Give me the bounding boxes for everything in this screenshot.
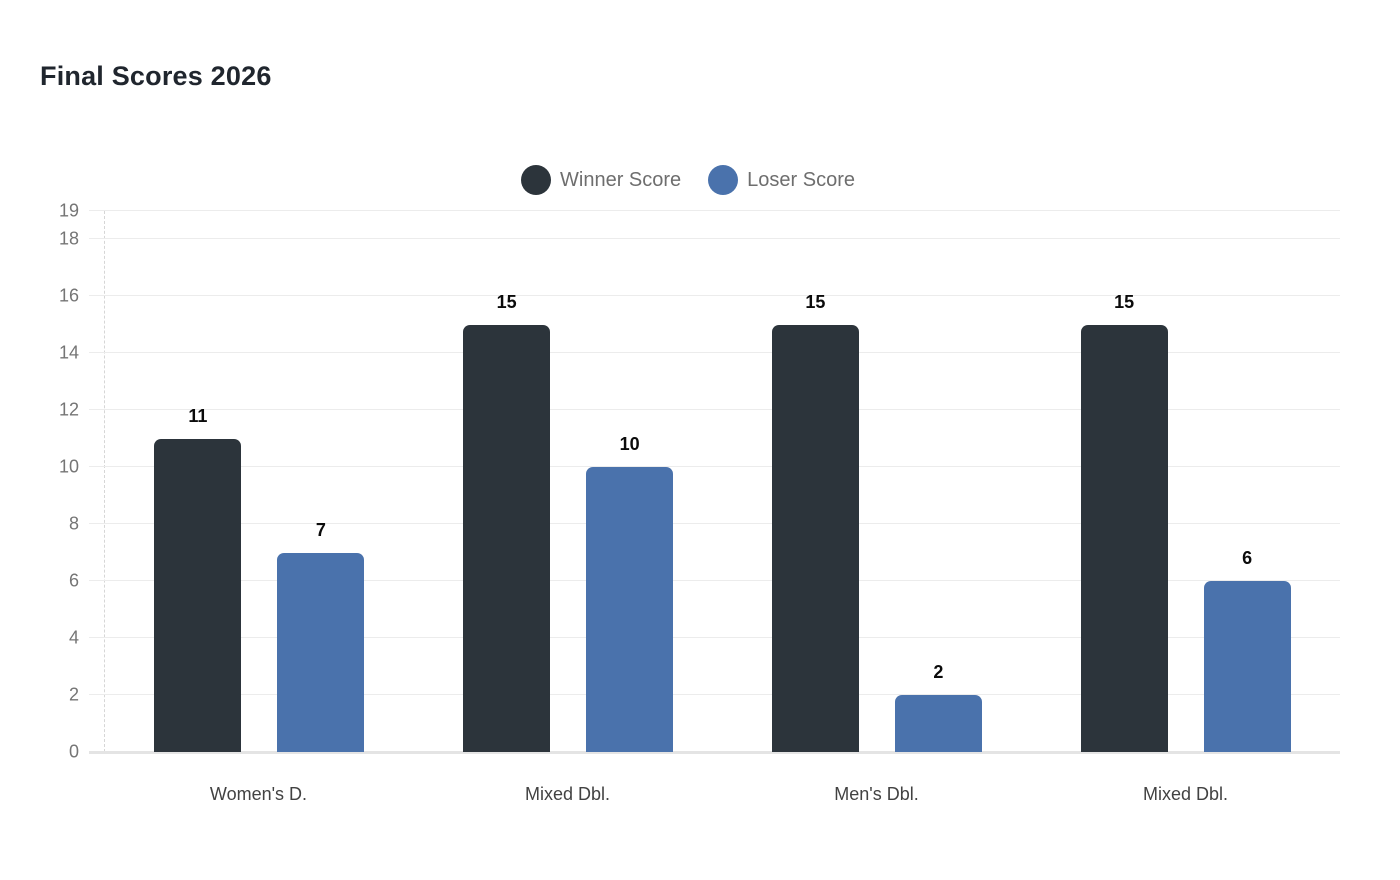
bar-loser-score-men-s-dbl [894, 695, 982, 752]
y-axis-tick-label-6: 6 [68, 570, 79, 591]
legend-swatch-winner-score [521, 165, 551, 195]
x-axis-baseline [89, 751, 1340, 754]
legend-swatch-loser-score [708, 165, 739, 195]
chart-title: Final Scores 2026 [40, 61, 272, 91]
bar-wrap-winner-score-1: 15 [463, 293, 551, 752]
legend-label: Loser Score [747, 168, 855, 191]
gridline-8 [89, 523, 1340, 525]
gridline-18 [89, 238, 1340, 240]
bar-group-women-s-d-0: 11 7 [105, 211, 414, 752]
bar-wrap-loser-score-1: 10 [586, 435, 674, 752]
gridline-14 [89, 352, 1340, 354]
bar-groups: 11 7 15 10 15 2 15 6 [105, 211, 1340, 752]
bar-wrap-winner-score-3: 15 [1080, 293, 1168, 752]
y-axis-tick-label-18: 18 [58, 228, 79, 249]
bar-wrap-loser-score-3: 6 [1203, 549, 1291, 752]
bar-winner-score-mixed-dbl [463, 324, 551, 752]
gridline-2 [89, 694, 1340, 696]
gridline-4 [89, 637, 1340, 639]
bar-group-men-s-dbl-2: 15 2 [723, 211, 1032, 752]
y-axis-tick-label-16: 16 [58, 285, 79, 306]
x-axis-labels: Women's D. Mixed Dbl. Men's Dbl. Mixed Dbl. [104, 784, 1340, 805]
y-axis-tick-label-19: 19 [58, 200, 79, 221]
x-axis-label-mixed-dbl-3: Mixed Dbl. [1142, 784, 1229, 804]
bar-value-label: 2 [933, 662, 944, 683]
legend-item-winner-score[interactable]: Winner Score [521, 165, 681, 195]
x-axis-label-men-s-dbl-2: Men's Dbl. [834, 784, 919, 804]
y-axis-tick-label-12: 12 [58, 399, 79, 420]
gridline-6 [89, 580, 1340, 582]
y-axis-tick-label-2: 2 [68, 684, 79, 705]
bar-loser-score-mixed-dbl [1203, 581, 1291, 752]
x-axis-label-women-s-d-0: Women's D. [209, 784, 308, 804]
bar-loser-score-mixed-dbl [586, 467, 674, 752]
bar-value-label: 15 [1114, 291, 1135, 312]
bar-loser-score-women-s-d [277, 552, 365, 752]
y-axis-tick-label-0: 0 [68, 741, 79, 762]
bar-value-label: 6 [1242, 548, 1253, 569]
bar-winner-score-mixed-dbl [1080, 324, 1168, 752]
y-axis-tick-label-8: 8 [68, 513, 79, 534]
y-axis-tick-label-10: 10 [58, 456, 79, 477]
bar-value-label: 7 [315, 519, 326, 540]
bar-wrap-winner-score-2: 15 [771, 293, 859, 752]
bar-value-label: 11 [188, 405, 208, 426]
bar-value-label: 10 [619, 434, 640, 455]
gridline-10 [89, 466, 1340, 468]
bar-winner-score-women-s-d [154, 438, 242, 752]
gridline-12 [89, 409, 1340, 411]
y-axis-tick-label-14: 14 [58, 342, 79, 363]
legend: Winner Score Loser Score [0, 165, 1376, 195]
bar-value-label: 15 [805, 291, 826, 312]
bar-value-label: 15 [496, 291, 517, 312]
y-axis-tick-label-4: 4 [68, 627, 79, 648]
plot-area: 11 7 15 10 15 2 15 6 0 2 4 6 8 10 12 14 16 18 19 [59, 201, 1340, 762]
bar-group-mixed-dbl-3: 15 6 [1031, 211, 1340, 752]
bar-wrap-loser-score-2: 2 [894, 663, 982, 752]
legend-label: Winner Score [560, 168, 682, 191]
x-axis-label-mixed-dbl-1: Mixed Dbl. [524, 784, 611, 804]
gridline-19 [89, 210, 1340, 211]
gridline-16 [89, 295, 1340, 297]
legend-item-loser-score[interactable]: Loser Score [708, 165, 855, 195]
bar-wrap-loser-score-0: 7 [277, 521, 365, 752]
bar-wrap-winner-score-0: 11 [154, 407, 242, 752]
bar-group-mixed-dbl-1: 15 10 [414, 211, 723, 752]
bar-winner-score-men-s-dbl [771, 324, 859, 752]
